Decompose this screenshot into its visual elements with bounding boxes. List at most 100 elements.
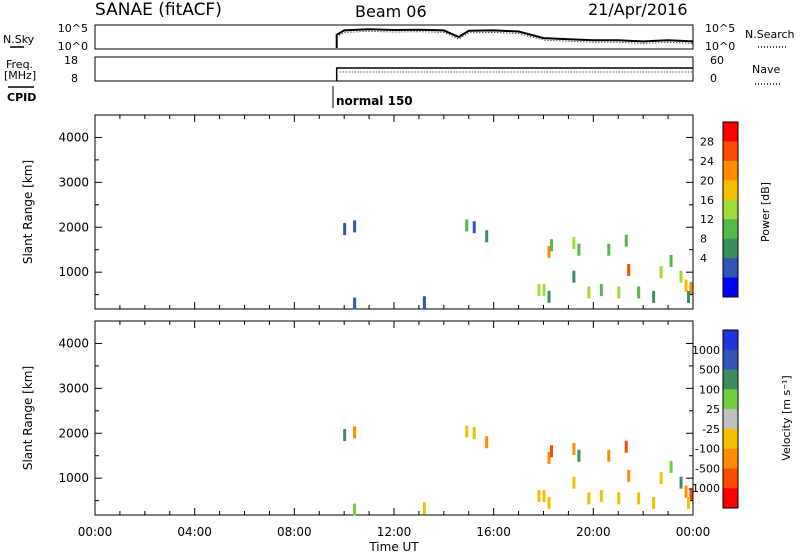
x-tick-label: 16:00: [476, 525, 511, 539]
scatter-point: [607, 243, 611, 256]
scatter-point: [637, 492, 641, 505]
scatter-point: [542, 284, 546, 297]
freq-tick-top: 18: [64, 54, 78, 67]
colorbar-tick-label: 100: [699, 383, 720, 396]
y-tick-label: 1000: [58, 471, 89, 485]
scatter-point: [353, 220, 357, 233]
nsearch-tick-top: 10^5: [705, 22, 735, 35]
scatter-point: [689, 281, 693, 294]
colorbar-segment: [723, 258, 738, 279]
scatter-point: [684, 279, 688, 292]
scatter-point: [547, 245, 551, 258]
scatter-point: [587, 286, 591, 299]
scatter-point: [679, 476, 683, 489]
colorbar-segment: [723, 468, 738, 489]
velocity-scatter: [343, 425, 693, 516]
scatter-point: [607, 449, 611, 462]
freq-label-line1: Freq.: [6, 58, 33, 71]
scatter-point: [679, 270, 683, 283]
x-tick-label: 08:00: [277, 525, 312, 539]
power-panel: 4000 3000 2000 1000 Slant Range [km] 28 24 20…: [21, 114, 772, 310]
velocity-panel: 4000 3000 2000 1000 Slant Range [km] 1000 50…: [21, 320, 793, 516]
scatter-point: [599, 490, 603, 503]
scatter-point: [572, 442, 576, 455]
scatter-point: [637, 286, 641, 299]
power-colorbar-label: Power [dB]: [759, 182, 772, 242]
colorbar-tick-label: 4: [700, 252, 707, 265]
colorbar-frame: [722, 329, 739, 509]
y-tick-label: 4000: [58, 336, 89, 350]
scatter-point: [572, 236, 576, 249]
colorbar-segment: [723, 141, 738, 162]
velocity-ylabel: Slant Range [km]: [21, 366, 35, 470]
power-colorbar: 28 24 20 16 12 8 4: [700, 121, 739, 298]
scatter-point: [549, 445, 553, 458]
velocity-x-ticks: [94, 321, 694, 515]
scatter-point: [537, 490, 541, 503]
freq-panel-frame: [94, 56, 694, 82]
scatter-point: [652, 290, 656, 303]
scatter-point: [627, 469, 631, 482]
freq-trace: [335, 67, 693, 81]
nave-label: Nave: [752, 63, 780, 76]
colorbar-tick-label: 12: [700, 213, 714, 226]
velocity-y-ticks: 4000 3000 2000 1000: [58, 320, 693, 502]
scatter-point: [465, 425, 469, 438]
scatter-point: [547, 290, 551, 303]
x-axis-label: Time UT: [368, 540, 419, 554]
scatter-point: [624, 234, 628, 247]
scatter-point: [353, 503, 357, 516]
date-title: 21/Apr/2016: [588, 0, 688, 19]
colorbar-tick-label: -500: [695, 462, 720, 475]
nsearch-tick-bottom: 10^0: [705, 40, 735, 53]
y-tick-label: 1000: [58, 265, 89, 279]
velocity-colorbar-label: Velocity [m s⁻¹]: [780, 375, 793, 460]
scatter-point: [624, 440, 628, 453]
colorbar-segment: [723, 349, 738, 371]
colorbar-tick-label: 500: [699, 364, 720, 377]
scatter-point: [343, 429, 347, 442]
scatter-point: [572, 476, 576, 489]
x-tick-label: 20:00: [576, 525, 611, 539]
colorbar-tick-label: 20: [700, 174, 714, 187]
beam-title: Beam 06: [355, 2, 427, 21]
scatter-point: [472, 427, 476, 440]
freq-panel: Freq. [MHz] 18 8 60 0 Nave: [4, 54, 780, 85]
scatter-point: [472, 221, 476, 234]
colorbar-segment: [723, 448, 738, 469]
scatter-point: [353, 297, 357, 310]
y-tick-label: 2000: [58, 220, 89, 234]
scatter-point: [422, 296, 426, 309]
scatter-point: [577, 449, 581, 462]
power-plot-frame: [94, 114, 694, 310]
power-ylabel: Slant Range [km]: [21, 160, 35, 264]
colorbar-frame: [722, 121, 739, 298]
colorbar-tick-label: 24: [700, 155, 714, 168]
power-scatter: [343, 219, 693, 310]
colorbar-segment: [723, 122, 738, 142]
x-tick-labels: 00:00 04:00 08:00 12:00 16:00 20:00 00:00: [78, 525, 711, 539]
nsky-trace: [335, 28, 694, 48]
y-tick-label: 2000: [58, 426, 89, 440]
velocity-colorbar: 1000 500 100 25 -25 -100 -500 -1000: [688, 329, 739, 509]
cpid-label: CPID: [7, 91, 36, 104]
scatter-point: [659, 266, 663, 279]
x-tick-label: 00:00: [78, 525, 113, 539]
scatter-point: [353, 426, 357, 439]
x-tick-label: 00:00: [676, 525, 711, 539]
nsky-tick-top: 10^5: [58, 22, 88, 35]
scatter-point: [577, 243, 581, 256]
colorbar-segment: [723, 409, 738, 430]
nsky-tick-bottom: 10^0: [58, 40, 88, 53]
scatter-point: [669, 460, 673, 473]
nsearch-label: N.Search: [745, 28, 795, 41]
scatter-point: [343, 223, 347, 236]
nave-tick-bottom: 0: [710, 72, 717, 85]
scatter-point: [587, 492, 591, 505]
colorbar-segment: [723, 488, 738, 509]
colorbar-segment: [723, 219, 738, 240]
velocity-plot-frame: [94, 320, 694, 516]
scatter-point: [599, 284, 603, 297]
scatter-point: [485, 436, 489, 449]
